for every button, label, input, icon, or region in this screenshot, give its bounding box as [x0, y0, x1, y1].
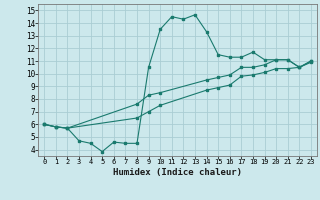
X-axis label: Humidex (Indice chaleur): Humidex (Indice chaleur) — [113, 168, 242, 177]
